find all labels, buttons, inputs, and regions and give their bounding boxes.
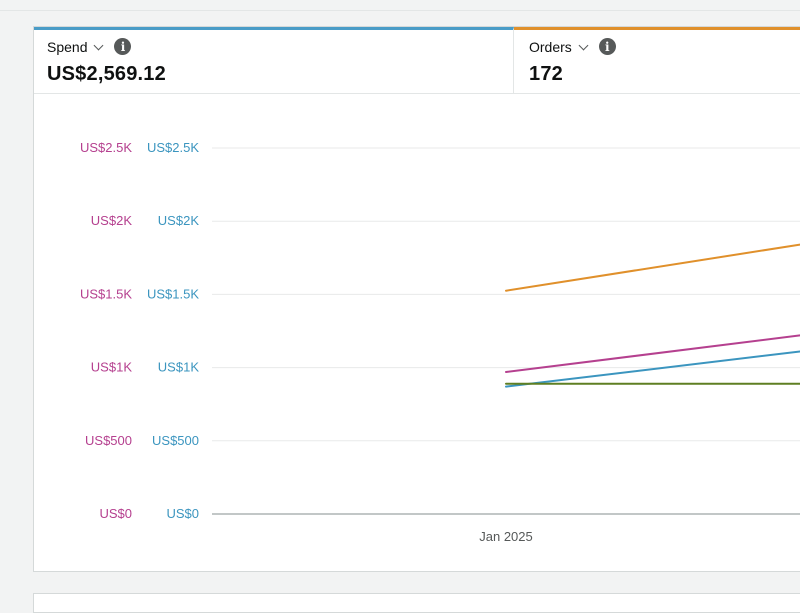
metric-name: Spend: [47, 38, 88, 55]
y-tick-label-right: US$2K: [158, 213, 200, 228]
y-tick-label-right: US$1.5K: [147, 286, 199, 301]
y-tick-label-left: US$500: [85, 433, 132, 448]
y-tick-label-right: US$2.5K: [147, 140, 199, 155]
y-tick-label-right: US$0: [166, 506, 199, 521]
metric-value: US$2,569.12: [47, 63, 166, 85]
metric-tab-orders[interactable]: Orders i 172: [514, 27, 800, 94]
y-tick-label-right: US$500: [152, 433, 199, 448]
series-line-orange: [505, 243, 800, 292]
series-line-blue: [505, 350, 800, 388]
x-tick-label: Jan 2025: [479, 529, 533, 544]
top-strip: [0, 0, 800, 11]
bottom-card: [33, 593, 800, 613]
metric-value: 172: [529, 63, 563, 85]
performance-chart-card: Spend i US$2,569.12 Orders i 172: [33, 26, 800, 572]
y-tick-label-right: US$1K: [158, 360, 200, 375]
y-tick-label-left: US$2.5K: [80, 140, 132, 155]
metric-name-row: Orders i: [529, 38, 616, 55]
line-chart: US$0 US$0 US$500 US$500 US$1K US$1K US$1.5K US$…: [80, 140, 800, 544]
metric-name: Orders: [529, 38, 572, 55]
info-icon[interactable]: i: [598, 38, 616, 55]
grid-layer: [212, 147, 800, 515]
axis-layer: US$0 US$0 US$500 US$500 US$1K US$1K US$1.5K US$…: [80, 140, 533, 544]
y-tick-label-left: US$1.5K: [80, 286, 132, 301]
y-tick-label-left: US$2K: [91, 213, 133, 228]
series-layer: [505, 243, 800, 388]
info-icon[interactable]: i: [114, 38, 132, 55]
series-line-magenta: [505, 334, 800, 373]
y-tick-label-left: US$1K: [91, 360, 133, 375]
metric-tab-spend[interactable]: Spend i US$2,569.12: [34, 27, 514, 94]
y-tick-label-left: US$0: [99, 506, 132, 521]
metric-name-row: Spend i: [47, 38, 132, 55]
